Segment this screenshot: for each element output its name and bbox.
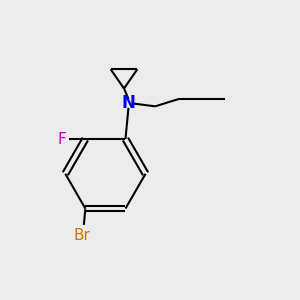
Text: N: N [122, 94, 135, 112]
Text: F: F [57, 131, 66, 146]
Text: Br: Br [74, 228, 91, 243]
